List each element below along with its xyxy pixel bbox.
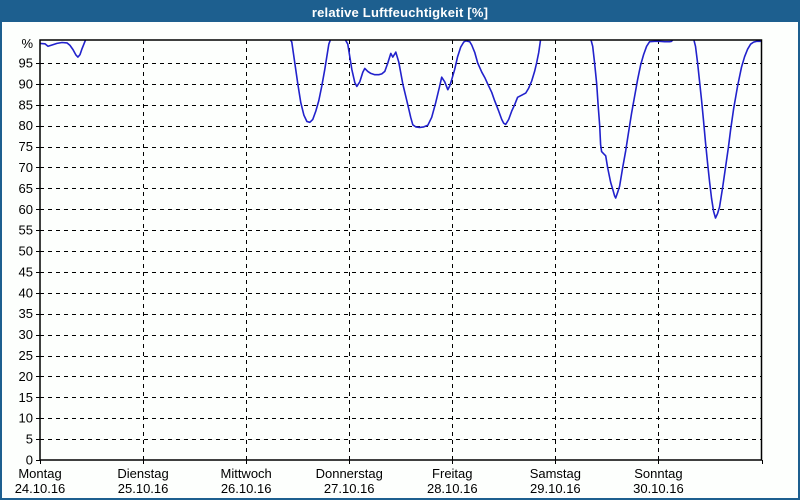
y-axis-unit-label: %: [21, 36, 33, 51]
y-tick-label: 10: [19, 411, 33, 426]
day-date-label: 27.10.16: [324, 481, 375, 496]
y-tick-label: 30: [19, 327, 33, 342]
y-tick-label: 70: [19, 160, 33, 175]
y-tick-label: 55: [19, 223, 33, 238]
y-tick-label: 5: [26, 432, 33, 447]
y-tick-label: 60: [19, 202, 33, 217]
day-name-label: Sonntag: [634, 466, 682, 481]
window-title: relative Luftfeuchtigkeit [%]: [311, 4, 489, 20]
day-name-label: Donnerstag: [316, 466, 383, 481]
day-date-label: 25.10.16: [118, 481, 169, 496]
y-tick-label: 75: [19, 139, 33, 154]
y-tick-label: 0: [26, 453, 33, 468]
humidity-line-chart: 0 5 10 15 20 25 30 35 40 45 50 55 60 65 70 75 80 85 90 95% M…: [15, 36, 763, 496]
day-name-label: Samstag: [530, 466, 581, 481]
y-tick-label: 20: [19, 369, 33, 384]
y-tick-label: 85: [19, 97, 33, 112]
day-name-label: Mittwoch: [220, 466, 271, 481]
gridlines: [40, 40, 762, 460]
axis-ticks: [36, 63, 763, 464]
window-titlebar: relative Luftfeuchtigkeit [%]: [2, 2, 798, 22]
y-tick-label: 50: [19, 244, 33, 259]
plot-border: [39, 39, 763, 461]
day-name-label: Freitag: [432, 466, 472, 481]
y-tick-label: 65: [19, 181, 33, 196]
y-tick-label: 40: [19, 285, 33, 300]
humidity-series-line: [40, 40, 762, 219]
day-date-label: 29.10.16: [530, 481, 581, 496]
y-tick-label: 95: [19, 56, 33, 71]
day-date-label: 24.10.16: [15, 481, 66, 496]
y-tick-label: 80: [19, 118, 33, 133]
y-tick-label: 15: [19, 390, 33, 405]
day-name-label: Dienstag: [117, 466, 168, 481]
day-date-label: 30.10.16: [633, 481, 684, 496]
y-tick-label: 90: [19, 76, 33, 91]
y-tick-label: 45: [19, 264, 33, 279]
series-group: [40, 40, 762, 219]
y-axis-labels: 0 5 10 15 20 25 30 35 40 45 50 55 60 65 70 75 80 85 90 95%: [19, 36, 34, 467]
day-date-label: 28.10.16: [427, 481, 478, 496]
y-tick-label: 25: [19, 348, 33, 363]
y-tick-label: 35: [19, 306, 33, 321]
day-name-label: Montag: [18, 466, 61, 481]
day-date-label: 26.10.16: [221, 481, 272, 496]
chart-area: 0 5 10 15 20 25 30 35 40 45 50 55 60 65 70 75 80 85 90 95% M…: [2, 22, 798, 498]
